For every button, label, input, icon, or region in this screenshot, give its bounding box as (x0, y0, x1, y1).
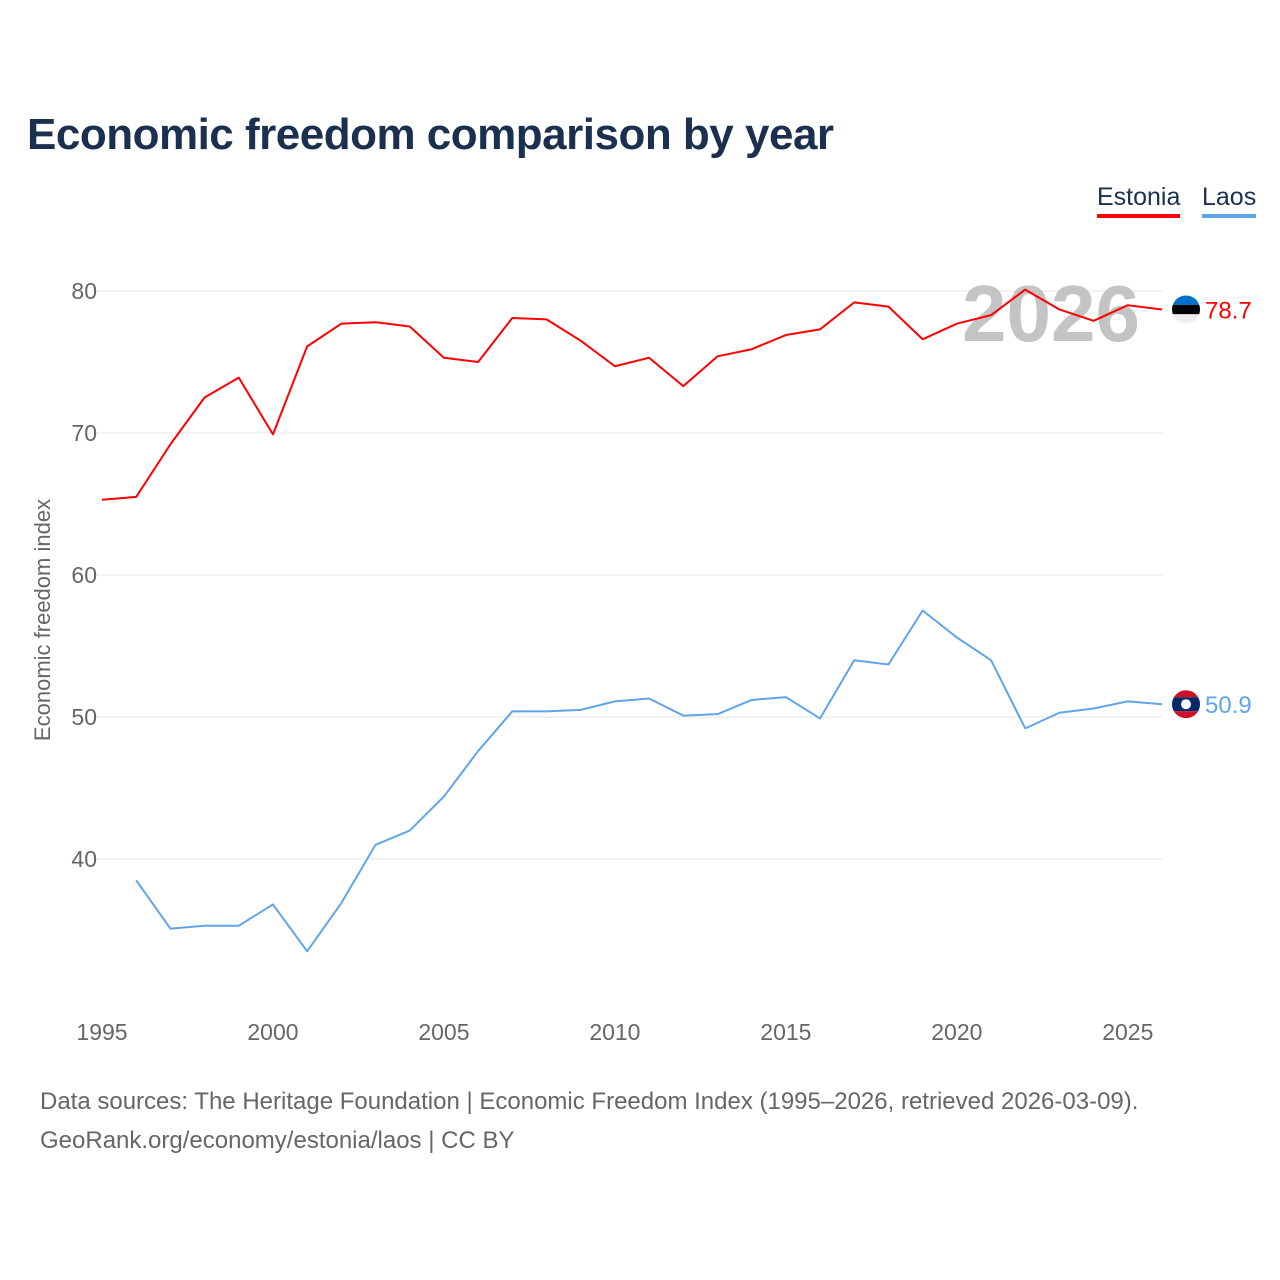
legend-item-laos[interactable]: Laos (1202, 183, 1257, 218)
y-axis-label: Economic freedom index (30, 499, 55, 741)
x-tick-label: 2025 (1102, 1019, 1153, 1045)
y-tick-label: 40 (71, 846, 97, 872)
chart-title: Economic freedom comparison by year (27, 110, 834, 159)
laos-flag-icon (1172, 690, 1200, 719)
x-tick-label: 1995 (76, 1019, 127, 1045)
y-tick-label: 50 (71, 704, 97, 730)
x-tick-label: 2000 (247, 1019, 298, 1045)
y-tick-label: 70 (71, 420, 97, 446)
y-tick-label: 80 (71, 278, 97, 304)
x-tick-label: 2010 (589, 1019, 640, 1045)
series-line-estonia (101, 288, 1163, 501)
source-url[interactable]: GeoRank.org/economy/estonia/laos | CC BY (40, 1127, 515, 1154)
year-watermark: 2026 (962, 269, 1140, 358)
end-label-estonia: 78.7 (1205, 297, 1252, 324)
source-note: Data sources: The Heritage Foundation | … (40, 1088, 1139, 1115)
x-tick-label: 2020 (931, 1019, 982, 1045)
y-tick-label: 60 (71, 562, 97, 588)
estonia-flag-icon (1172, 295, 1200, 324)
x-tick-label: 2005 (418, 1019, 469, 1045)
legend-item-estonia[interactable]: Estonia (1097, 183, 1181, 218)
series-line-laos (135, 609, 1163, 953)
x-tick-label: 2015 (760, 1019, 811, 1045)
end-label-laos: 50.9 (1205, 692, 1252, 719)
